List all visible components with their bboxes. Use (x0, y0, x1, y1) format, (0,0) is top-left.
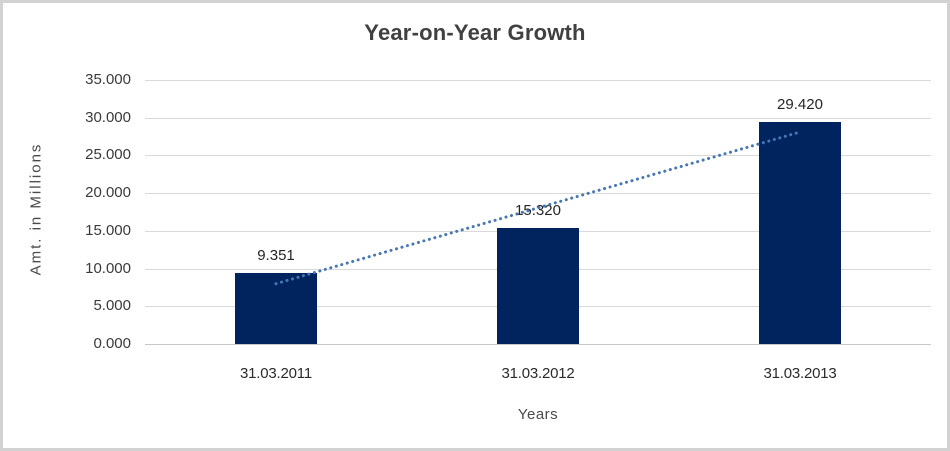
y-tick-label: 10.000 (85, 259, 131, 277)
y-tick-label: 0.000 (93, 335, 131, 352)
y-tick-label: 30.000 (85, 108, 131, 126)
y-tick-label: 15.000 (85, 221, 131, 239)
bar-31.03.2011 (235, 273, 317, 344)
gridline (145, 80, 931, 81)
x-axis-title: Years (517, 406, 559, 423)
bar-value-label: 9.351 (257, 247, 295, 265)
gridline (145, 344, 931, 345)
bar-31.03.2013 (759, 122, 841, 344)
y-tick-label: 25.000 (85, 146, 131, 164)
x-tick-label: 31.03.2013 (763, 365, 837, 382)
y-tick-label: 35.000 (85, 71, 131, 88)
bar-value-label: 29.420 (777, 96, 823, 114)
x-tick-label: 31.03.2011 (240, 365, 312, 382)
y-tick-label: 20.000 (85, 184, 131, 202)
y-axis-title: Amt. in Millions (27, 142, 45, 276)
bar-value-label: 15.320 (515, 202, 561, 220)
x-tick-label: 31.03.2012 (501, 365, 575, 382)
bar-31.03.2012 (497, 228, 579, 344)
chart-title: Year-on-Year Growth (364, 20, 586, 45)
y-tick-label: 5.000 (93, 297, 131, 315)
gridline (145, 117, 931, 119)
